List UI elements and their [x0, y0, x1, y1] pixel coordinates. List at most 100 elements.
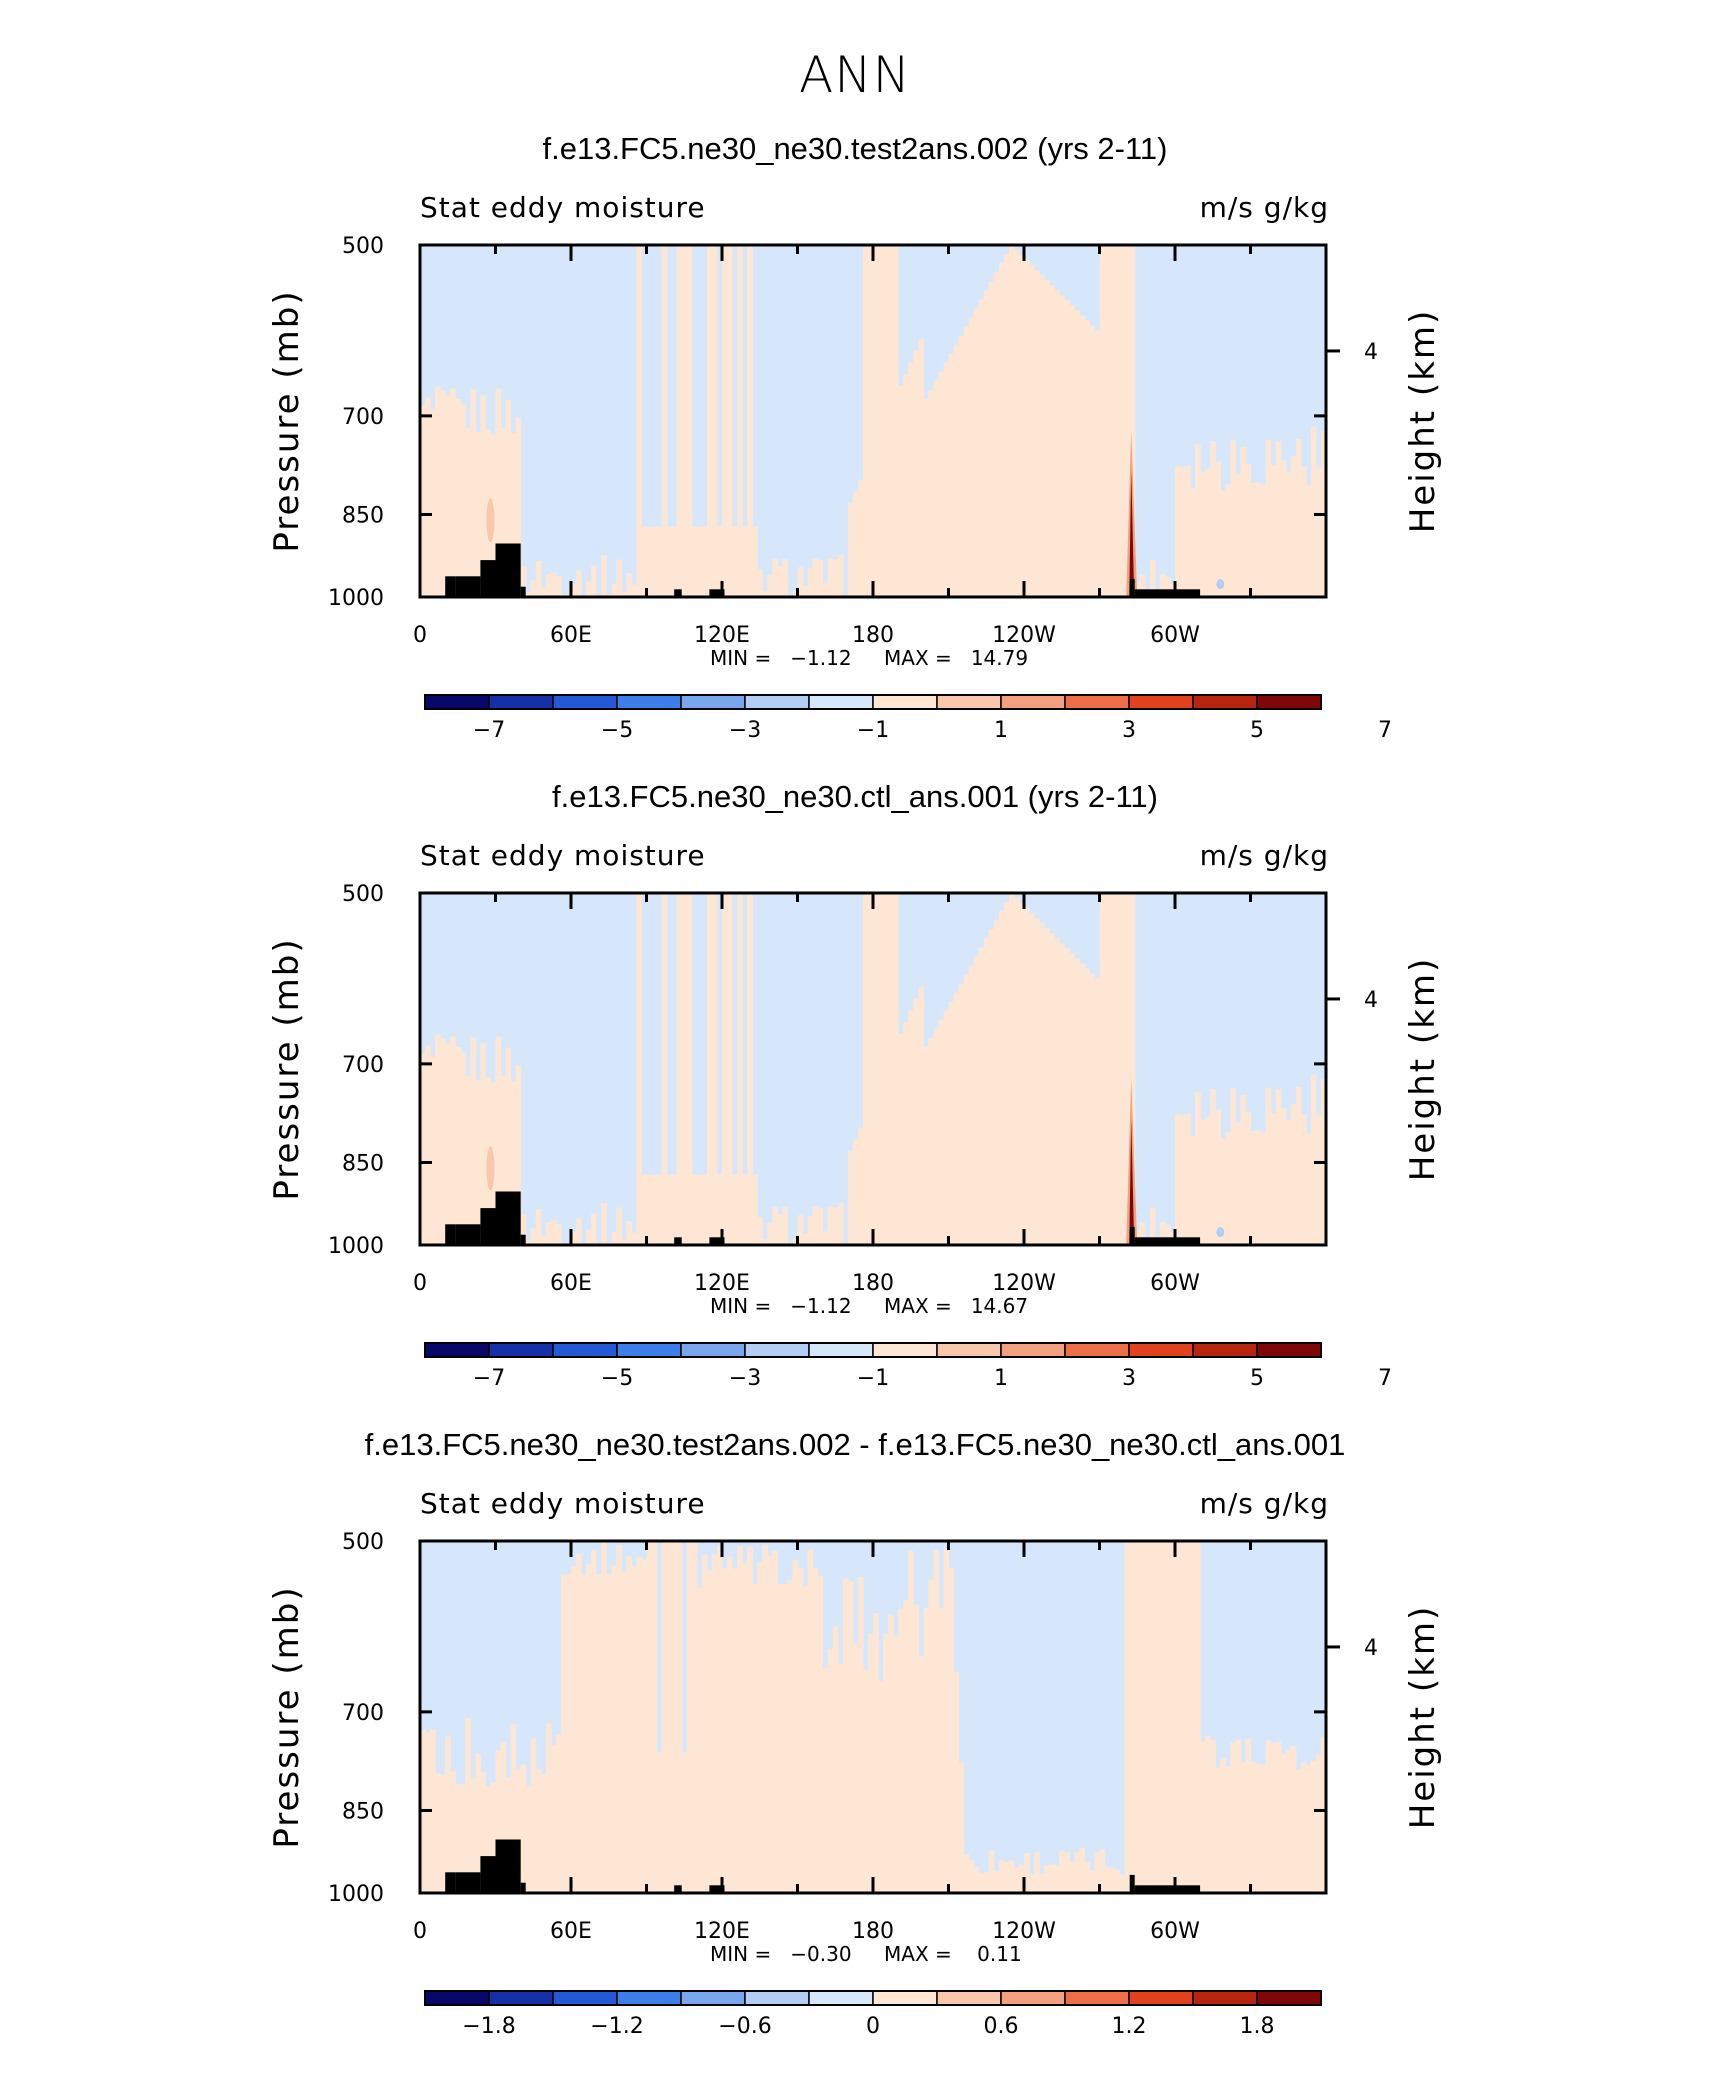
field-cell	[1295, 1769, 1302, 1893]
field-cell	[1250, 1761, 1257, 1893]
field-cell	[716, 526, 723, 597]
field-cell	[742, 1174, 748, 1245]
field-cell	[1159, 1541, 1166, 1893]
field-cell	[1190, 488, 1196, 597]
colorbar-swatch	[552, 694, 618, 710]
field-cell	[430, 1056, 436, 1245]
topography-block	[480, 560, 496, 597]
field-cell	[928, 1579, 934, 1893]
field-cell	[621, 1239, 627, 1245]
field-cell	[1029, 1874, 1035, 1893]
field-cell	[732, 1568, 738, 1893]
field-cell	[535, 1209, 542, 1245]
field-cell	[1149, 559, 1156, 597]
field-cell	[475, 1754, 481, 1893]
colorbar-swatch	[488, 1342, 554, 1358]
field-cell	[1255, 1763, 1262, 1893]
ytick-label: 500	[342, 234, 384, 259]
field-cell	[1074, 958, 1080, 1245]
field-cell	[631, 1565, 638, 1893]
field-cell	[867, 893, 874, 1245]
field-cell	[1300, 466, 1307, 597]
field-cell	[626, 1556, 632, 1893]
topography-block	[495, 543, 521, 597]
colorbar-frame	[424, 694, 1322, 710]
field-cell	[928, 389, 934, 597]
field-cell	[1315, 1115, 1322, 1245]
topography-block	[1129, 1226, 1135, 1245]
field-cell	[1013, 250, 1020, 597]
field-cell	[958, 1762, 965, 1893]
field-cell	[1094, 1852, 1101, 1893]
field-cell	[1230, 1742, 1236, 1893]
ytick-label: 500	[342, 1530, 384, 1555]
field-cell	[737, 893, 743, 1245]
field-cell	[425, 397, 431, 597]
topography-block	[709, 589, 725, 597]
field-cell	[1280, 1108, 1287, 1245]
field-cell	[757, 569, 763, 597]
colorbar-swatch	[1128, 1990, 1194, 2006]
field-cell	[742, 526, 748, 597]
colorbar-swatch	[488, 1990, 554, 2006]
y-axis-label-right: Height (km)	[1403, 1605, 1443, 1830]
colorbar-swatch	[680, 1990, 746, 2006]
field-cell	[626, 1221, 632, 1245]
field-cell	[706, 245, 713, 597]
field-cell	[1114, 893, 1121, 1245]
colorbar-label: 3	[1122, 718, 1136, 743]
field-cell	[520, 566, 527, 597]
field-cell	[661, 893, 668, 1245]
field-cell	[420, 1053, 426, 1245]
field-cell	[943, 1010, 950, 1245]
field-cell	[601, 555, 607, 597]
field-cell	[440, 1775, 446, 1893]
field-cell	[903, 1022, 909, 1245]
field-cell	[510, 1080, 517, 1245]
colorbar-swatch	[616, 1990, 682, 2006]
field-cell	[988, 929, 995, 1245]
field-cell	[817, 1208, 824, 1245]
field-cell	[1240, 1094, 1247, 1245]
field-cell	[1175, 466, 1181, 597]
field-cell	[666, 1174, 673, 1245]
topography-block	[674, 1885, 682, 1893]
field-cell	[1134, 1541, 1141, 1893]
colorbar-swatch	[1128, 1342, 1194, 1358]
field-cell	[862, 1669, 869, 1893]
field-cell	[888, 245, 894, 597]
field-cell	[873, 893, 879, 1245]
field-cell	[883, 893, 889, 1245]
field-cell	[626, 573, 632, 597]
colorbar-label: 5	[1250, 1366, 1264, 1391]
field-cell	[827, 1648, 834, 1893]
field-cell	[1024, 260, 1030, 597]
ytick-label: 500	[342, 882, 384, 907]
field-cell	[495, 388, 502, 597]
field-cell	[1210, 1740, 1216, 1893]
field-cell	[450, 1036, 456, 1245]
field-cell	[1104, 245, 1111, 597]
field-cell	[857, 1576, 864, 1893]
ytick-label: 1000	[328, 586, 384, 611]
field-cell	[1149, 1541, 1156, 1893]
topography-block	[495, 1191, 521, 1245]
field-cell	[812, 1567, 819, 1893]
field-cell	[1099, 893, 1106, 1245]
field-cell	[1139, 574, 1146, 597]
field-cell	[973, 956, 980, 1245]
field-cell	[1245, 463, 1252, 597]
field-cell	[1129, 1541, 1136, 1893]
field-cell	[540, 1774, 547, 1893]
field-cell	[1205, 1116, 1211, 1245]
field-cell	[1069, 1862, 1075, 1893]
field-cell	[545, 1723, 552, 1893]
field-cell	[1109, 1867, 1116, 1893]
field-cell	[752, 526, 758, 597]
field-cell	[1044, 1864, 1050, 1893]
field-cell	[1018, 255, 1025, 597]
field-cell	[616, 1545, 622, 1893]
colorbar-swatch	[1000, 694, 1066, 710]
field-cell	[611, 1565, 617, 1893]
field-cell	[973, 308, 980, 597]
